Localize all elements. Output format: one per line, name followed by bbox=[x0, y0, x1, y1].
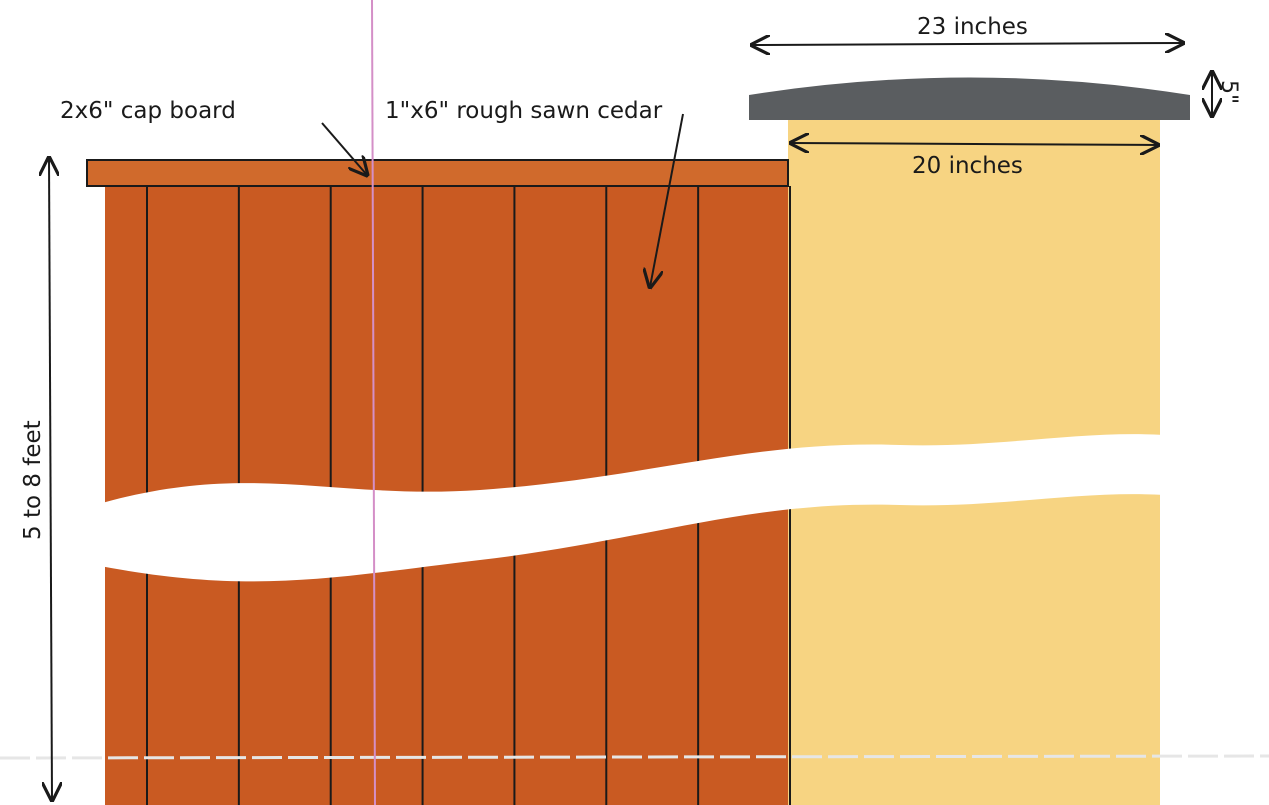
label-fence-height: 5 to 8 feet bbox=[22, 420, 45, 540]
label-cedar: 1"x6" rough sawn cedar bbox=[385, 100, 662, 123]
dimension-arrow-height bbox=[49, 158, 52, 800]
label-cap-board: 2x6" cap board bbox=[60, 100, 236, 123]
label-cap-thickness: 5" bbox=[1217, 80, 1239, 104]
dimension-arrow-23-inches bbox=[752, 43, 1183, 45]
post-cap bbox=[749, 78, 1190, 121]
label-post-cap-width: 23 inches bbox=[917, 16, 1028, 39]
label-post-width: 20 inches bbox=[912, 155, 1023, 178]
cap-board bbox=[87, 160, 788, 186]
